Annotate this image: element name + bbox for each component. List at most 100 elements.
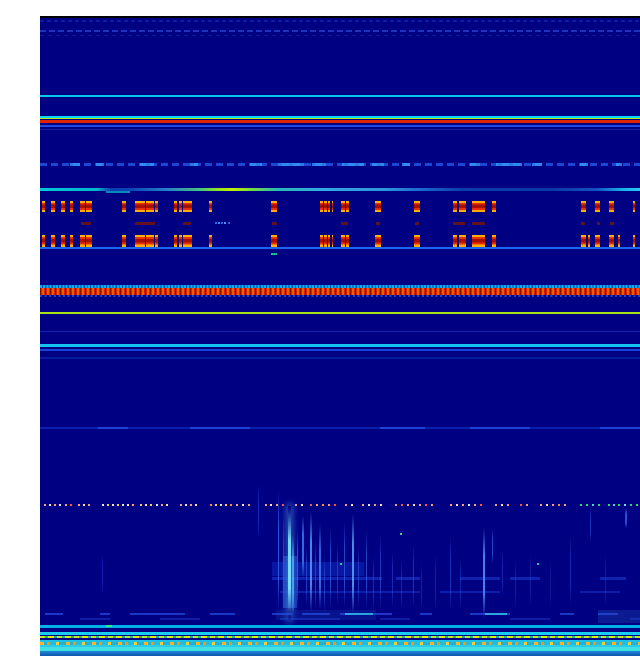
burst-row-a-burst: [42, 201, 45, 212]
dot-row-489-dot: [185, 504, 187, 506]
burst-row-a-burst: [609, 201, 614, 212]
dash-row-598-seg: [302, 613, 330, 616]
spectrogram-heatmap: [40, 16, 640, 656]
burst-row-a-burst: [209, 201, 212, 212]
dot-row-489-dot: [166, 504, 168, 506]
dot-row-489-dot: [540, 504, 542, 506]
burst-row-b-burst: [80, 235, 85, 247]
dot-row-489-dot: [598, 504, 600, 506]
teal-speck-548-dot: [537, 563, 539, 565]
burst-row-b-burst: [122, 235, 126, 247]
dot-row-489-dot: [220, 504, 222, 506]
faint-line-341: [40, 356, 640, 359]
vstreaks-streak: [288, 506, 291, 620]
burst-row-a-burst: [346, 201, 349, 212]
dot-row-489-dot: [225, 504, 227, 506]
drift-line-172: [40, 187, 640, 191]
vstreaks-streak: [344, 521, 345, 609]
dot-row-489-dot: [310, 504, 312, 506]
smear-562-seg: [510, 577, 540, 580]
burst-row-b-burst: [42, 235, 45, 247]
dot-row-489-dot: [462, 504, 464, 506]
vstreaks-streak: [530, 554, 531, 608]
burst-row-b-burst: [581, 235, 586, 247]
dash-row-598-seg: [272, 613, 292, 616]
burst-row-a-burst: [155, 201, 158, 212]
dot-row-489-dot: [59, 504, 61, 506]
dot-row-489-dot: [195, 504, 197, 506]
dot-row-489-dot: [374, 504, 376, 506]
dash-row-598-seg: [130, 613, 185, 616]
smear-562-seg: [396, 577, 420, 580]
vstreaks-streak: [570, 534, 571, 606]
comb-underdash: [40, 295, 640, 297]
interburst-red-seg: [453, 221, 465, 225]
burst-row-b-burst: [459, 235, 466, 247]
interburst-red-seg: [581, 221, 585, 225]
burst-row-a-burst: [581, 201, 586, 212]
vstreaks-streak: [515, 560, 516, 608]
dash-row-598-seg: [420, 613, 432, 616]
interburst-red-seg: [610, 221, 614, 225]
burst-row-a-burst: [320, 201, 323, 212]
drift-step-seg: [106, 190, 130, 193]
dot-row-489-dot: [507, 504, 509, 506]
dot-row-489-dot: [380, 504, 382, 506]
interburst-red-seg: [376, 221, 380, 225]
vstreaks-streak: [278, 490, 279, 612]
dot-row-489-dot: [88, 504, 90, 506]
dot-row-489-dot: [122, 504, 124, 506]
vstreaks-streak: [460, 560, 461, 608]
burst-row-a-burst: [633, 201, 635, 212]
comb-red: [40, 287, 640, 295]
dot-row-489-dot: [215, 504, 217, 506]
interburst-blue-dots-dot: [221, 222, 223, 224]
burst-row-b-burst: [320, 235, 323, 247]
dash-row-147-bright-seg: [250, 163, 262, 166]
dot-row-489-dot: [161, 504, 163, 506]
burst-row-b-burst: [86, 235, 92, 247]
dash-row-147-bright-seg: [342, 163, 364, 166]
burst-row-a-burst: [122, 201, 126, 212]
texture-patch-right: [598, 610, 640, 623]
vstreaks-streak: [283, 516, 284, 611]
dot-row-489-dot: [501, 504, 503, 506]
dot-row-489-dot: [236, 504, 238, 506]
burst-row-b-burst: [51, 235, 55, 247]
dash-row-147-bright-seg: [616, 163, 622, 166]
dot-row-489-dot: [368, 504, 370, 506]
dot-row-489-dot: [480, 504, 482, 506]
dot-row-489-dot: [150, 504, 152, 506]
cyan-line-609: [40, 624, 640, 628]
burst-row-a-burst: [146, 201, 154, 212]
interburst-red-seg: [135, 221, 155, 225]
vstreaks-streak: [373, 556, 374, 611]
dot-row-489-dot: [413, 504, 415, 506]
yellowgreen-line-102: [40, 117, 640, 120]
dash-row-147-bright-seg: [532, 163, 542, 166]
dot-row-489-dot: [107, 504, 109, 506]
burst-row-a-burst: [86, 201, 92, 212]
dot-row-489-dot: [395, 504, 397, 506]
dot-row-489-dot: [242, 504, 244, 506]
red-line-105: [40, 119, 640, 123]
smear-576-seg: [580, 591, 620, 593]
dot-row-489-dot: [112, 504, 114, 506]
cyan-line-616: [40, 631, 640, 635]
burst-row-b-burst: [183, 235, 192, 247]
smear-562-seg: [600, 577, 626, 580]
burst-row-b-burst: [618, 235, 620, 247]
dot-row-489-dot: [608, 504, 610, 506]
burst-row-a-burst: [492, 201, 496, 212]
blue-line-334: [40, 348, 640, 352]
burst-row-a-burst: [271, 201, 277, 212]
vstreaks-streak: [366, 530, 367, 608]
comb-cyan-top: [40, 284, 640, 288]
dot-row-489-dot: [265, 504, 267, 506]
vstreaks-streak: [421, 564, 422, 608]
dot-row-489-dot: [145, 504, 147, 506]
burst-row-a-burst: [70, 201, 73, 212]
faint-line-315: [40, 330, 640, 332]
faint-line-412-dashes-seg: [98, 427, 128, 429]
dot-row-489-dot: [301, 504, 303, 506]
